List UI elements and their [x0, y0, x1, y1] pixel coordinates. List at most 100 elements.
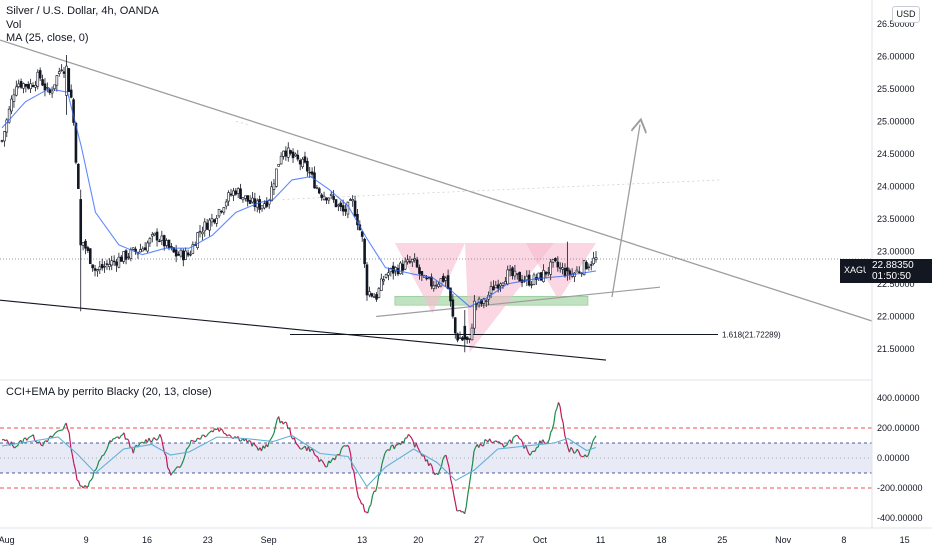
candle-body[interactable]	[496, 284, 500, 289]
candle-body[interactable]	[446, 275, 450, 290]
candle-body[interactable]	[453, 317, 457, 334]
candle-body[interactable]	[554, 257, 557, 262]
candle-body[interactable]	[532, 274, 536, 285]
candle-body[interactable]	[93, 268, 97, 271]
candle-body[interactable]	[119, 256, 123, 262]
price-axis[interactable]: 26.50000 26.00000 25.50000 25.00000 24.50000…	[877, 19, 915, 354]
candle-body[interactable]	[53, 84, 56, 89]
candle-body[interactable]	[88, 248, 92, 264]
candle-body[interactable]	[84, 240, 87, 249]
candle-body[interactable]	[434, 284, 438, 287]
candle-body[interactable]	[279, 155, 283, 165]
cci-axis[interactable]: 400.00000 200.00000 0.00000 -200.00000 -400.…	[877, 393, 923, 523]
candle-body[interactable]	[86, 247, 90, 251]
candle-body[interactable]	[382, 279, 385, 282]
candle-body[interactable]	[146, 242, 149, 252]
candle-body[interactable]	[191, 244, 195, 254]
candle-body[interactable]	[551, 259, 555, 263]
candle-body[interactable]	[205, 222, 209, 230]
candle-body[interactable]	[377, 288, 381, 298]
candle-body[interactable]	[270, 186, 273, 202]
candle-body[interactable]	[544, 271, 548, 275]
candle-body[interactable]	[19, 81, 23, 88]
candle-body[interactable]	[294, 153, 297, 157]
candles[interactable]	[0, 55, 598, 353]
candle-body[interactable]	[100, 264, 104, 269]
candle-body[interactable]	[537, 272, 541, 279]
candle-body[interactable]	[408, 261, 412, 263]
candle-body[interactable]	[139, 249, 142, 253]
candle-body[interactable]	[129, 249, 133, 259]
candle-body[interactable]	[3, 131, 6, 142]
candle-body[interactable]	[258, 199, 261, 210]
candle-body[interactable]	[165, 240, 168, 246]
candle-body[interactable]	[174, 249, 178, 257]
time-axis[interactable]: Aug 9 16 23 Sep 13 20 27 Oct 11 18 25 Nov 8 15	[0, 535, 910, 545]
projection-arrow[interactable]	[611, 125, 640, 298]
candle-body[interactable]	[241, 197, 245, 201]
candle-body[interactable]	[184, 250, 187, 260]
candle-body[interactable]	[375, 294, 378, 300]
candle-body[interactable]	[465, 336, 469, 340]
candle-body[interactable]	[81, 242, 85, 246]
candle-body[interactable]	[210, 218, 214, 223]
candle-body[interactable]	[425, 277, 428, 280]
candle-body[interactable]	[320, 194, 323, 198]
candle-body[interactable]	[244, 195, 247, 199]
candle-body[interactable]	[566, 267, 569, 272]
candle-body[interactable]	[215, 217, 218, 224]
candle-body[interactable]	[337, 204, 340, 207]
candle-body[interactable]	[69, 89, 73, 98]
candle-body[interactable]	[365, 264, 369, 296]
right-shoulder[interactable]	[525, 242, 596, 301]
candle-body[interactable]	[463, 325, 467, 340]
candle-body[interactable]	[41, 79, 44, 86]
candle-body[interactable]	[55, 75, 59, 86]
candle-body[interactable]	[346, 201, 350, 215]
candle-body[interactable]	[594, 257, 598, 260]
candle-body[interactable]	[360, 231, 364, 237]
candle-body[interactable]	[389, 267, 393, 273]
candle-body[interactable]	[124, 250, 128, 260]
candle-body[interactable]	[432, 285, 436, 289]
candle-body[interactable]	[437, 283, 440, 287]
candle-body[interactable]	[275, 168, 278, 187]
candle-body[interactable]	[325, 197, 328, 201]
candle-body[interactable]	[468, 338, 471, 340]
candle-body[interactable]	[310, 171, 314, 175]
candle-body[interactable]	[117, 256, 121, 268]
cci-pane[interactable]	[0, 402, 872, 515]
candle-body[interactable]	[50, 90, 54, 94]
candle-body[interactable]	[582, 260, 586, 275]
candle-body[interactable]	[265, 200, 269, 207]
candle-body[interactable]	[127, 256, 130, 258]
candle-body[interactable]	[506, 269, 510, 285]
candle-body[interactable]	[327, 197, 331, 201]
candle-body[interactable]	[317, 188, 321, 194]
candle-body[interactable]	[370, 293, 374, 297]
candle-body[interactable]	[48, 89, 52, 93]
candle-body[interactable]	[406, 259, 409, 263]
candle-body[interactable]	[65, 65, 68, 96]
candle-body[interactable]	[96, 269, 99, 272]
candle-body[interactable]	[131, 247, 135, 250]
candle-body[interactable]	[556, 261, 560, 268]
candle-body[interactable]	[511, 267, 514, 276]
candle-body[interactable]	[220, 210, 223, 213]
candle-body[interactable]	[227, 192, 230, 202]
candle-body[interactable]	[122, 251, 125, 262]
candle-body[interactable]	[112, 260, 116, 263]
candle-body[interactable]	[439, 278, 443, 287]
candle-body[interactable]	[177, 253, 180, 256]
candle-body[interactable]	[341, 205, 345, 212]
candle-body[interactable]	[585, 262, 588, 270]
candle-body[interactable]	[12, 94, 16, 102]
candle-body[interactable]	[444, 277, 448, 281]
candle-body[interactable]	[57, 71, 61, 74]
candle-body[interactable]	[232, 190, 235, 196]
candle-body[interactable]	[492, 286, 495, 291]
candle-body[interactable]	[322, 195, 326, 200]
candle-body[interactable]	[198, 230, 202, 233]
candle-body[interactable]	[217, 209, 221, 217]
